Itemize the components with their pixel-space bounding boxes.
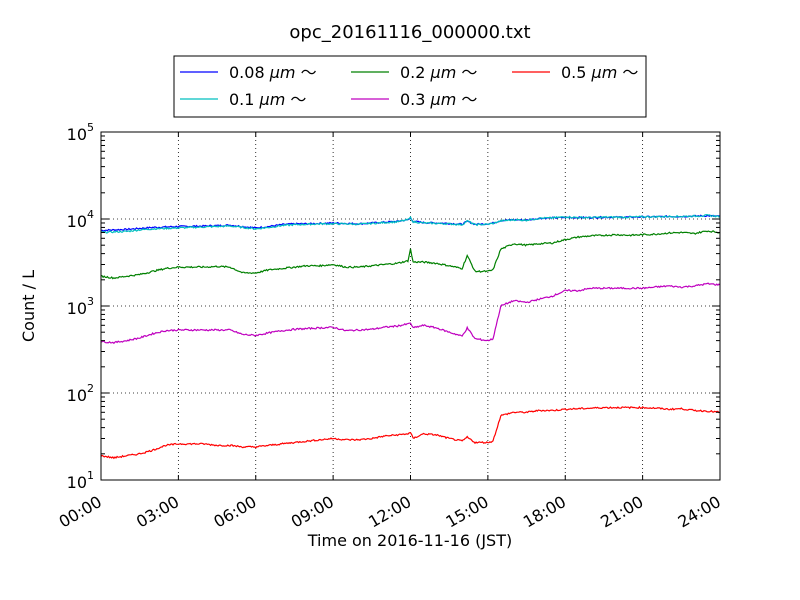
y-tick-exponent: 2 (87, 382, 94, 395)
legend-label-unit: μm (591, 63, 618, 82)
x-tick-label: 21:00 (597, 492, 646, 532)
legend-label-size: 0.1 (229, 90, 260, 109)
y-tick-base: 10 (67, 125, 87, 144)
x-tick-label: 12:00 (365, 492, 414, 532)
y-axis-label: Count / L (19, 270, 38, 342)
legend-label-size: 0.5 (561, 63, 592, 82)
y-tick-label: 101 (67, 469, 94, 492)
series-line-3 (100, 282, 721, 345)
x-axis-label: Time on 2016-11-16 (JST) (307, 531, 512, 550)
legend-label-unit: μm (259, 90, 286, 109)
legend-label-unit: μm (430, 90, 457, 109)
legend-label-size: 0.3 (400, 90, 431, 109)
x-tick-label: 15:00 (442, 492, 491, 532)
x-tick-label: 06:00 (210, 492, 259, 532)
legend-label-unit: μm (269, 63, 296, 82)
series-line-1 (100, 213, 721, 234)
series-layer (100, 213, 721, 460)
y-tick-label: 104 (67, 208, 94, 231)
y-tick-label: 103 (67, 295, 94, 318)
legend: 0.08 μm ～0.1 μm ～0.2 μm ～0.3 μm ～0.5 μm … (173, 55, 647, 118)
legend-label: 0.3 μm ～ (400, 90, 477, 109)
series-line-2 (100, 230, 721, 280)
legend-label: 0.2 μm ～ (400, 63, 477, 82)
y-tick-base: 10 (67, 212, 87, 231)
legend-label-size: 0.08 (229, 63, 270, 82)
legend-label-unit: μm (430, 63, 457, 82)
legend-box (173, 55, 647, 118)
legend-label: 0.5 μm ～ (561, 63, 638, 82)
legend-label: 0.1 μm ～ (229, 90, 306, 109)
x-tick-label: 09:00 (288, 492, 337, 532)
y-tick-label: 102 (67, 382, 94, 405)
ticks (100, 131, 721, 481)
y-tick-base: 10 (67, 299, 87, 318)
x-tick-label: 18:00 (520, 492, 569, 532)
legend-label-tilde: ～ (295, 63, 316, 82)
y-tick-exponent: 1 (87, 469, 94, 482)
y-tick-base: 10 (67, 473, 87, 492)
series-line-4 (100, 405, 721, 460)
legend-label-tilde: ～ (456, 63, 477, 82)
legend-label-size: 0.2 (400, 63, 431, 82)
y-tick-exponent: 5 (87, 121, 94, 134)
chart-title: opc_20161116_000000.txt (289, 22, 530, 43)
x-tick-label: 03:00 (133, 492, 182, 532)
x-tick-label: 00:00 (56, 492, 105, 532)
y-tick-base: 10 (67, 386, 87, 405)
legend-label-tilde: ～ (285, 90, 306, 109)
y-tick-label: 105 (67, 121, 94, 144)
x-tick-label: 24:00 (675, 492, 724, 532)
legend-label-tilde: ～ (456, 90, 477, 109)
legend-label-tilde: ～ (617, 63, 638, 82)
plot-area (101, 132, 720, 480)
y-tick-exponent: 3 (87, 295, 94, 308)
y-tick-exponent: 4 (87, 208, 94, 221)
legend-label: 0.08 μm ～ (229, 63, 317, 82)
